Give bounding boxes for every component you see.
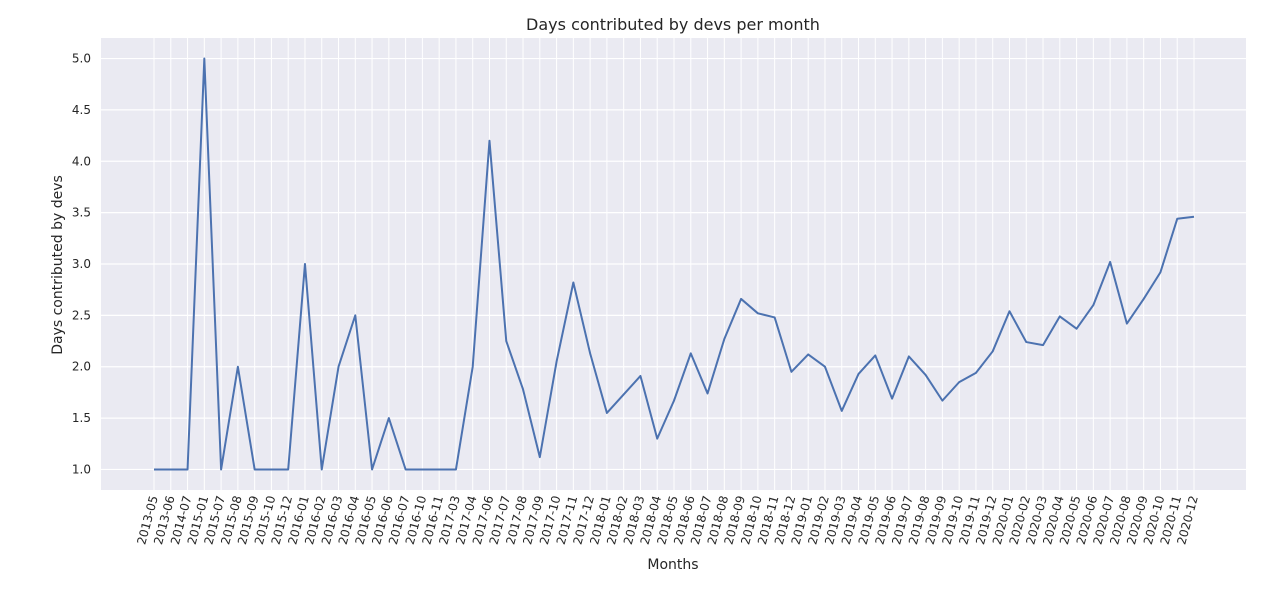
x-axis-ticks: 2013-052013-062014-072015-012015-072015-… [134,494,1201,546]
y-tick-label: 1.0 [72,462,91,476]
y-tick-label: 4.5 [72,103,91,117]
y-tick-label: 5.0 [72,52,91,66]
grid-lines [101,38,1246,490]
x-axis-label: Months [647,557,698,573]
y-tick-label: 4.0 [72,154,91,168]
y-tick-label: 2.0 [72,360,91,374]
y-axis-label: Days contributed by devs [50,175,66,355]
chart-title: Days contributed by devs per month [526,15,820,34]
series-line [154,57,1195,471]
y-tick-label: 3.0 [72,257,91,271]
y-tick-label: 2.5 [72,308,91,322]
y-tick-label: 3.5 [72,206,91,220]
y-axis-ticks: 1.0 1.5 2.0 2.5 3.0 3.5 4.0 4.5 5.0 [72,52,91,477]
y-tick-label: 1.5 [72,411,91,425]
